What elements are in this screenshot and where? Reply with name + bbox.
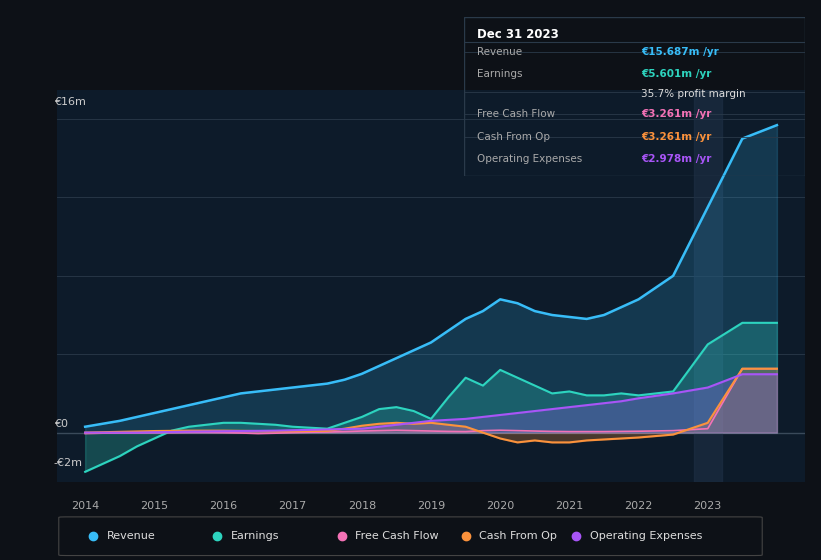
Text: Earnings: Earnings [232, 531, 280, 541]
Text: Cash From Op: Cash From Op [479, 531, 557, 541]
Text: 2019: 2019 [417, 501, 445, 511]
Text: €3.261m /yr: €3.261m /yr [641, 132, 712, 142]
Text: Cash From Op: Cash From Op [478, 132, 551, 142]
Text: €16m: €16m [53, 97, 85, 108]
Text: €2.978m /yr: €2.978m /yr [641, 154, 712, 164]
Text: €0: €0 [53, 419, 68, 429]
Text: 2023: 2023 [694, 501, 722, 511]
Text: 2017: 2017 [278, 501, 307, 511]
Text: 2015: 2015 [140, 501, 168, 511]
Text: Earnings: Earnings [478, 69, 523, 80]
Text: 2014: 2014 [71, 501, 99, 511]
Bar [694, 90, 722, 482]
Text: 2021: 2021 [555, 501, 584, 511]
Text: €5.601m /yr: €5.601m /yr [641, 69, 712, 80]
Text: 2016: 2016 [209, 501, 237, 511]
Text: Revenue: Revenue [478, 47, 523, 57]
Text: 2022: 2022 [624, 501, 653, 511]
Text: 35.7% profit margin: 35.7% profit margin [641, 88, 745, 99]
Text: 2018: 2018 [348, 501, 376, 511]
Text: -€2m: -€2m [53, 458, 83, 468]
Text: Dec 31 2023: Dec 31 2023 [478, 28, 559, 41]
Text: €3.261m /yr: €3.261m /yr [641, 109, 712, 119]
Text: Free Cash Flow: Free Cash Flow [355, 531, 439, 541]
Text: 2020: 2020 [486, 501, 514, 511]
Text: Free Cash Flow: Free Cash Flow [478, 109, 556, 119]
Text: Operating Expenses: Operating Expenses [478, 154, 583, 164]
Text: Operating Expenses: Operating Expenses [589, 531, 702, 541]
Text: Revenue: Revenue [107, 531, 156, 541]
Text: €15.687m /yr: €15.687m /yr [641, 47, 719, 57]
